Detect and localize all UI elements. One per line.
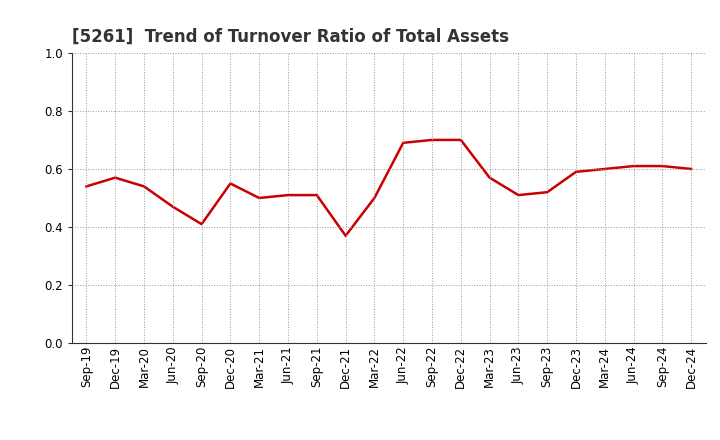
Text: [5261]  Trend of Turnover Ratio of Total Assets: [5261] Trend of Turnover Ratio of Total … [72, 28, 509, 46]
